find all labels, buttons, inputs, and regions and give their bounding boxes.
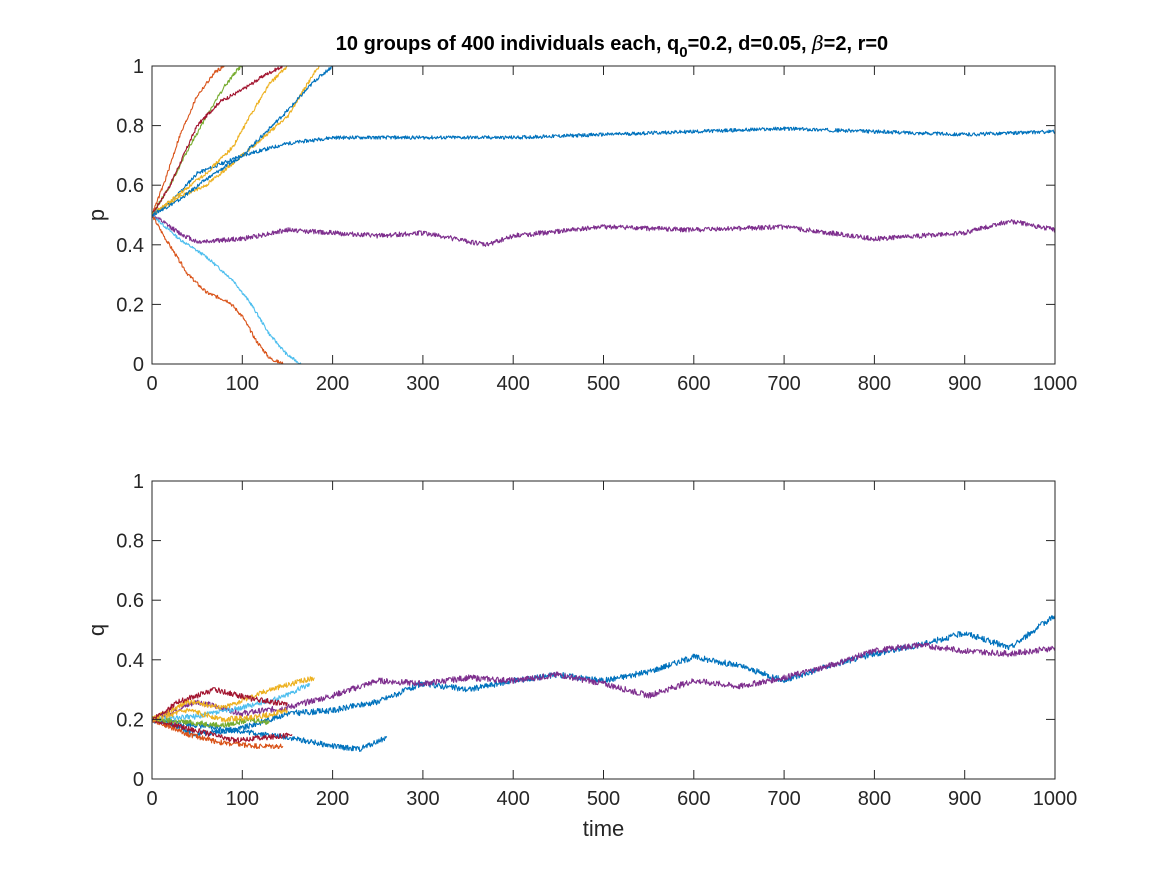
- x-tick-label: 900: [948, 788, 981, 810]
- series-line-p-4: [151, 214, 284, 365]
- y-tick-label: 0.2: [116, 294, 144, 316]
- y-tick-label: 1: [133, 56, 144, 78]
- x-tick-label: 200: [316, 788, 349, 810]
- x-tick-label: 1000: [1033, 373, 1078, 395]
- series-line-q-6: [151, 682, 311, 722]
- chart-title-rest: =0.2, d=0.05,: [688, 33, 813, 55]
- x-tick-label: 300: [406, 788, 439, 810]
- y-tick-label: 0.4: [116, 235, 144, 257]
- y-axis-label: q: [84, 624, 109, 636]
- y-tick-label: 0.6: [116, 590, 144, 612]
- x-tick-label: 0: [146, 373, 157, 395]
- y-tick-label: 1: [133, 471, 144, 493]
- x-tick-label: 0: [146, 788, 157, 810]
- y-tick-label: 0.4: [116, 650, 144, 672]
- series-line-p-3: [151, 213, 310, 365]
- series-line-q-4: [151, 716, 284, 750]
- chart-title: 10 groups of 400 individuals each, q0=0.…: [336, 31, 888, 61]
- x-tick-label: 100: [226, 373, 259, 395]
- x-tick-label: 700: [767, 788, 800, 810]
- x-tick-label: 400: [497, 788, 530, 810]
- x-tick-label: 100: [226, 788, 259, 810]
- bottom-plot-q: 0 100 200 300 400 500 600 700 800 900 1000 0 0.2 0.4 0…: [84, 471, 1077, 841]
- x-tick-label: 800: [858, 788, 891, 810]
- y-axis-label: p: [84, 209, 109, 221]
- x-tick-label: 600: [677, 373, 710, 395]
- x-tick-label: 800: [858, 373, 891, 395]
- chart-title-rest-2: =2, r=0: [824, 33, 889, 55]
- chart-title-subscript: 0: [679, 44, 687, 61]
- series-line-q-5: [151, 716, 293, 744]
- series-line-p-2: [151, 213, 1056, 247]
- plot-area: [152, 66, 1055, 364]
- series-line-q-7: [151, 676, 315, 720]
- top-plot-p: 0 100 200 300 400 500 600 700 800 900 1000 0 0.2 0.4 0…: [84, 56, 1077, 395]
- y-tick-label: 0.8: [116, 531, 144, 553]
- series-line-q-10: [151, 687, 288, 722]
- y-tick-label: 0.6: [116, 175, 144, 197]
- series-line-q-9: [151, 707, 288, 723]
- y-tick-label: 0: [133, 769, 144, 791]
- x-tick-label: 500: [587, 373, 620, 395]
- x-tick-label: 1000: [1033, 788, 1078, 810]
- y-tick-label: 0: [133, 354, 144, 376]
- y-tick-label: 0.2: [116, 709, 144, 731]
- chart-title-beta: β: [811, 31, 824, 55]
- plot-area: [152, 481, 1055, 779]
- x-tick-label: 500: [587, 788, 620, 810]
- x-tick-label: 200: [316, 373, 349, 395]
- x-tick-label: 300: [406, 373, 439, 395]
- chart-title-main: 10 groups of 400 individuals each, q: [336, 33, 679, 55]
- x-tick-label: 700: [767, 373, 800, 395]
- x-axis-label: time: [583, 816, 625, 841]
- series-line-q-2: [151, 642, 1056, 723]
- x-tick-label: 400: [497, 373, 530, 395]
- x-tick-label: 600: [677, 788, 710, 810]
- x-tick-label: 900: [948, 373, 981, 395]
- series-line-p-1: [151, 126, 1056, 217]
- y-tick-label: 0.8: [116, 116, 144, 138]
